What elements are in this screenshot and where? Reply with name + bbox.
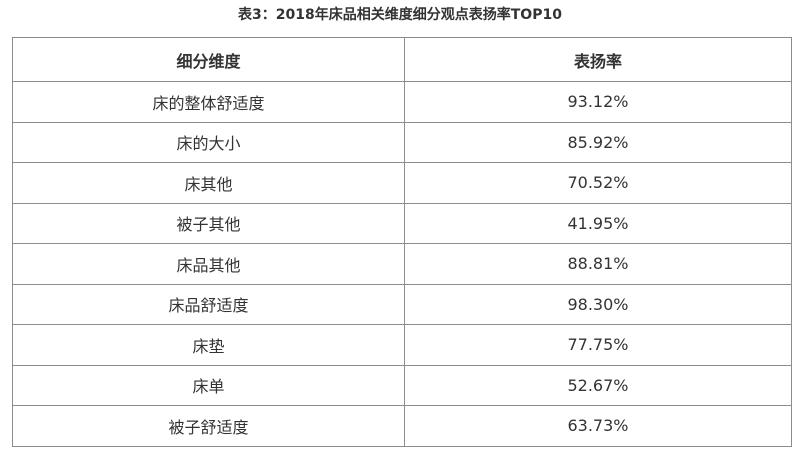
table-row: 床单 52.67% [12, 364, 792, 406]
table-row: 床垫 77.75% [12, 324, 792, 366]
praise-rate-table: 细分维度 表扬率 床的整体舒适度 93.12% 床的大小 85.92% 床其他 … [12, 37, 792, 447]
cell-dimension: 床垫 [12, 324, 405, 366]
cell-rate: 88.81% [404, 243, 792, 285]
cell-rate: 98.30% [404, 283, 792, 325]
cell-dimension: 床的大小 [12, 121, 405, 163]
cell-dimension: 床品其他 [12, 243, 405, 285]
table-caption: 表3：2018年床品相关维度细分观点表扬率TOP10 [238, 7, 562, 23]
header-row: 细分维度 表扬率 [12, 37, 792, 82]
cell-rate: 63.73% [404, 405, 792, 447]
table-row: 床的整体舒适度 93.12% [12, 81, 792, 123]
cell-rate: 70.52% [404, 162, 792, 204]
cell-rate: 93.12% [404, 81, 792, 123]
table-row: 床品其他 88.81% [12, 243, 792, 285]
cell-rate: 41.95% [404, 202, 792, 244]
cell-dimension: 床单 [12, 364, 405, 406]
cell-dimension: 被子其他 [12, 202, 405, 244]
cell-dimension: 床其他 [12, 162, 405, 204]
table-body: 床的整体舒适度 93.12% 床的大小 85.92% 床其他 70.52% 被子… [12, 81, 792, 447]
table-row: 被子舒适度 63.73% [12, 405, 792, 447]
cell-dimension: 被子舒适度 [12, 405, 405, 447]
cell-rate: 77.75% [404, 324, 792, 366]
cell-rate: 85.92% [404, 121, 792, 163]
table-row: 床其他 70.52% [12, 162, 792, 204]
table-row: 床的大小 85.92% [12, 121, 792, 163]
header-praise-rate: 表扬率 [404, 37, 792, 82]
table-header: 细分维度 表扬率 [12, 37, 792, 82]
table-row: 床品舒适度 98.30% [12, 283, 792, 325]
cell-dimension: 床品舒适度 [12, 283, 405, 325]
table-row: 被子其他 41.95% [12, 202, 792, 244]
header-dimension: 细分维度 [12, 37, 405, 82]
cell-rate: 52.67% [404, 364, 792, 406]
cell-dimension: 床的整体舒适度 [12, 81, 405, 123]
